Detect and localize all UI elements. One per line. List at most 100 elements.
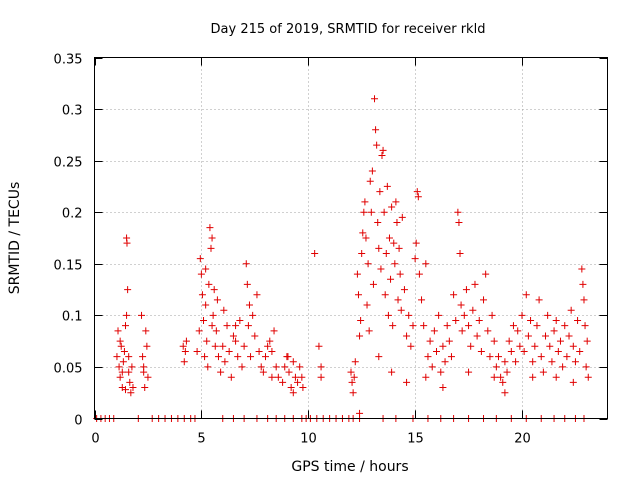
data-point (366, 177, 374, 185)
data-point (475, 317, 483, 325)
data-point (480, 296, 488, 304)
data-point (299, 384, 307, 392)
data-point (139, 353, 147, 361)
data-point (121, 386, 129, 394)
data-point (257, 363, 265, 371)
data-point (388, 203, 396, 211)
y-axis-label: SRMTID / TECUs (7, 182, 23, 295)
data-point (294, 378, 302, 386)
data-point (220, 306, 228, 314)
data-point (563, 353, 571, 361)
data-point (138, 311, 146, 319)
data-point (179, 342, 187, 350)
data-point (437, 368, 445, 376)
data-point (392, 198, 400, 206)
data-point (529, 358, 537, 366)
x-tick-labels: 0 5 10 15 20 (91, 432, 530, 447)
x-tick-label: 20 (514, 432, 531, 447)
data-point (411, 255, 419, 263)
data-point (141, 384, 149, 392)
data-point (140, 363, 148, 371)
data-point (126, 378, 134, 386)
data-point (350, 373, 358, 381)
data-point (124, 286, 132, 294)
data-point (439, 384, 447, 392)
data-point (582, 363, 590, 371)
data-point (516, 342, 524, 350)
data-point (518, 311, 526, 319)
data-point (381, 291, 389, 299)
data-point (501, 389, 509, 397)
data-point (374, 219, 382, 227)
data-point (213, 296, 221, 304)
data-point (501, 358, 509, 366)
data-point (544, 311, 552, 319)
data-point (255, 347, 263, 355)
data-point (422, 373, 430, 381)
data-point (371, 95, 379, 103)
data-point (522, 291, 530, 299)
y-tick-label: 0.2 (62, 207, 83, 222)
data-point (548, 358, 556, 366)
data-point (482, 270, 490, 278)
chart-title: Day 215 of 2019, SRMTID for receiver rkl… (211, 22, 486, 37)
data-point (503, 368, 511, 376)
data-point (403, 332, 411, 340)
data-point (116, 337, 124, 345)
data-point (210, 286, 218, 294)
data-point (471, 280, 479, 288)
data-point (143, 342, 151, 350)
data-point (125, 353, 133, 361)
data-point (455, 219, 463, 227)
data-point (208, 322, 216, 330)
data-point (452, 317, 460, 325)
data-point (484, 327, 492, 335)
data-point (574, 317, 582, 325)
data-point (227, 373, 235, 381)
data-point (118, 368, 126, 376)
data-point (569, 342, 577, 350)
data-point (552, 373, 560, 381)
data-point (193, 347, 201, 355)
data-point (450, 291, 458, 299)
data-point (368, 167, 376, 175)
data-point (509, 322, 517, 330)
data-point (375, 244, 383, 252)
data-point (315, 342, 323, 350)
data-point (142, 327, 150, 335)
data-point (539, 368, 547, 376)
y-tick-label: 0.15 (54, 259, 83, 274)
data-point (285, 368, 293, 376)
data-point (403, 378, 411, 386)
x-axis-label: GPS time / hours (291, 459, 408, 475)
data-point (232, 337, 240, 345)
data-point (400, 286, 408, 294)
data-point (348, 378, 356, 386)
data-point (443, 322, 451, 330)
data-point (490, 337, 498, 345)
data-point (546, 342, 554, 350)
data-point (204, 363, 212, 371)
data-point (375, 353, 383, 361)
data-point (458, 327, 466, 335)
data-point (414, 193, 422, 201)
data-point (457, 301, 465, 309)
data-point (579, 280, 587, 288)
data-point (499, 378, 507, 386)
data-point (581, 322, 589, 330)
data-point (296, 363, 304, 371)
data-point (289, 389, 297, 397)
data-point (552, 317, 560, 325)
data-point (116, 373, 124, 381)
data-point (576, 347, 584, 355)
data-point (369, 280, 377, 288)
data-point (203, 337, 211, 345)
x-tick-label: 0 (91, 432, 99, 447)
data-point (119, 358, 127, 366)
data-point (561, 322, 569, 330)
data-point (289, 358, 297, 366)
data-point (533, 322, 541, 330)
data-point (529, 373, 537, 381)
data-point (236, 317, 244, 325)
